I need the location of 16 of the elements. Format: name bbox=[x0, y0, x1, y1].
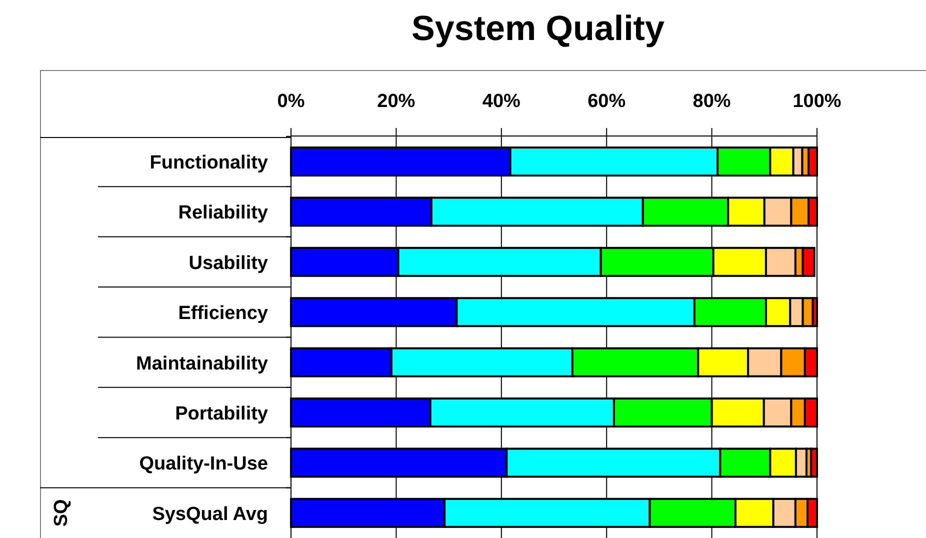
chart-title: System Quality bbox=[412, 9, 665, 48]
y-tick-label: Functionality bbox=[150, 152, 268, 174]
x-tick-label: 20% bbox=[377, 91, 416, 112]
y-tick-label: Reliability bbox=[178, 202, 268, 224]
y-tick-label: Usability bbox=[188, 252, 268, 274]
y-tick-label: SysQual Avg bbox=[152, 504, 268, 525]
x-tick-label: 80% bbox=[692, 91, 731, 112]
x-tick-label: 0% bbox=[277, 91, 305, 112]
y-tick-label: Portability bbox=[175, 404, 268, 424]
x-tick-label: 40% bbox=[482, 91, 521, 112]
text: SQ bbox=[51, 499, 72, 527]
x-tick-label: 100% bbox=[792, 91, 842, 112]
x-tick-label: 60% bbox=[588, 91, 626, 112]
y-tick-label: Maintainability bbox=[136, 353, 268, 374]
y-tick-label: Efficiency bbox=[178, 303, 268, 324]
y-tick-label: Quality-In-Use bbox=[139, 454, 268, 475]
